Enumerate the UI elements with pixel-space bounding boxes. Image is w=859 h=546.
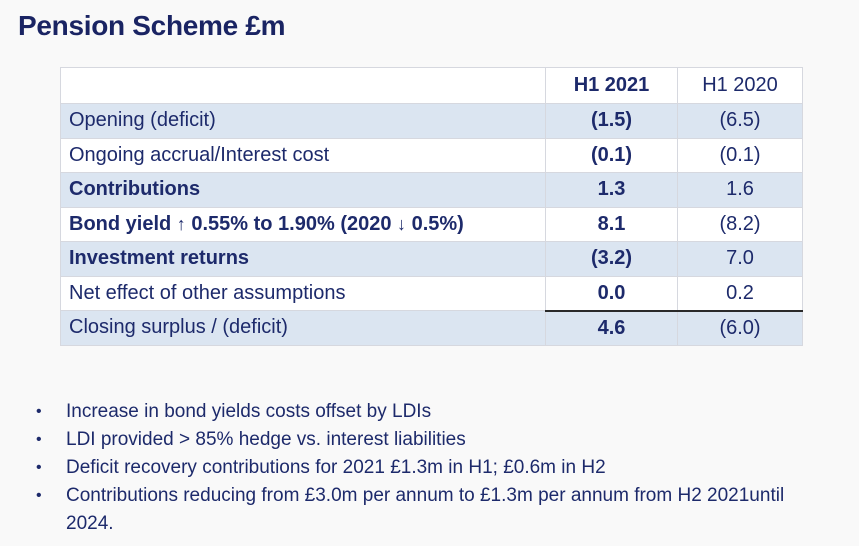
- cell-h1-2020: 0.2: [677, 275, 803, 311]
- row-label: Closing surplus / (deficit): [60, 310, 546, 346]
- cell-h1-2020: (6.5): [677, 103, 803, 139]
- label-text: Bond yield: [69, 212, 177, 235]
- bullet-list: • Increase in bond yields costs offset by…: [32, 398, 832, 538]
- cell-h1-2021: (1.5): [545, 103, 678, 139]
- bullet-icon: •: [36, 431, 42, 448]
- cell-h1-2021: 4.6: [545, 309, 678, 346]
- table-row: Bond yield ↑ 0.55% to 1.90% (2020 ↓ 0.5%…: [60, 206, 803, 242]
- header-h1-2020: H1 2020: [677, 67, 803, 104]
- label-text: 0.5%): [406, 212, 464, 235]
- list-item: • Contributions reducing from £3.0m per a…: [32, 482, 832, 538]
- bullet-icon: •: [36, 403, 42, 420]
- row-label: Net effect of other assumptions: [60, 275, 546, 311]
- page-title: Pension Scheme £m: [18, 10, 286, 41]
- cell-h1-2020: (0.1): [677, 137, 803, 173]
- cell-h1-2021: 1.3: [545, 172, 678, 208]
- cell-h1-2021: (0.1): [545, 137, 678, 173]
- cell-h1-2021: (3.2): [545, 241, 678, 277]
- bullet-text: Contributions reducing from £3.0m per an…: [66, 485, 785, 534]
- header-h1-2021: H1 2021: [545, 67, 678, 104]
- bullet-text: Increase in bond yields costs offset by …: [66, 401, 432, 422]
- arrow-down-icon: ↓: [397, 213, 407, 234]
- arrow-up-icon: ↑: [176, 213, 186, 234]
- list-item: • LDI provided > 85% hedge vs. interest l…: [32, 426, 832, 454]
- cell-h1-2021: 0.0: [545, 275, 678, 311]
- row-label: Bond yield ↑ 0.55% to 1.90% (2020 ↓ 0.5%…: [60, 206, 546, 242]
- cell-h1-2021: 8.1: [545, 206, 678, 242]
- cell-h1-2020: 1.6: [677, 172, 803, 208]
- table-row: Contributions 1.3 1.6: [60, 172, 803, 208]
- cell-h1-2020: 7.0: [677, 241, 803, 277]
- table-row: Ongoing accrual/Interest cost (0.1) (0.1…: [60, 137, 803, 173]
- row-label: Opening (deficit): [60, 103, 546, 139]
- table-row-closing: Closing surplus / (deficit) 4.6 (6.0): [60, 309, 803, 346]
- cell-h1-2020: (8.2): [677, 206, 803, 242]
- table-row: Investment returns (3.2) 7.0: [60, 241, 803, 277]
- bullet-icon: •: [36, 459, 42, 476]
- header-label: [60, 67, 546, 104]
- label-text: 0.55% to 1.90% (2020: [185, 212, 398, 235]
- table-row: Opening (deficit) (1.5) (6.5): [60, 103, 803, 139]
- row-label: Contributions: [60, 172, 546, 208]
- table-header-row: H1 2021 H1 2020: [60, 67, 803, 104]
- bullet-text: LDI provided > 85% hedge vs. interest li…: [66, 429, 466, 450]
- table-row: Net effect of other assumptions 0.0 0.2: [60, 275, 803, 311]
- bullet-text: Deficit recovery contributions for 2021 …: [66, 457, 606, 478]
- bullet-icon: •: [36, 487, 42, 504]
- row-label: Investment returns: [60, 241, 546, 277]
- list-item: • Increase in bond yields costs offset by…: [32, 398, 832, 426]
- cell-h1-2020: (6.0): [677, 309, 803, 346]
- pension-table: H1 2021 H1 2020 Opening (deficit) (1.5) …: [60, 67, 803, 346]
- row-label: Ongoing accrual/Interest cost: [60, 137, 546, 173]
- list-item: • Deficit recovery contributions for 2021…: [32, 454, 832, 482]
